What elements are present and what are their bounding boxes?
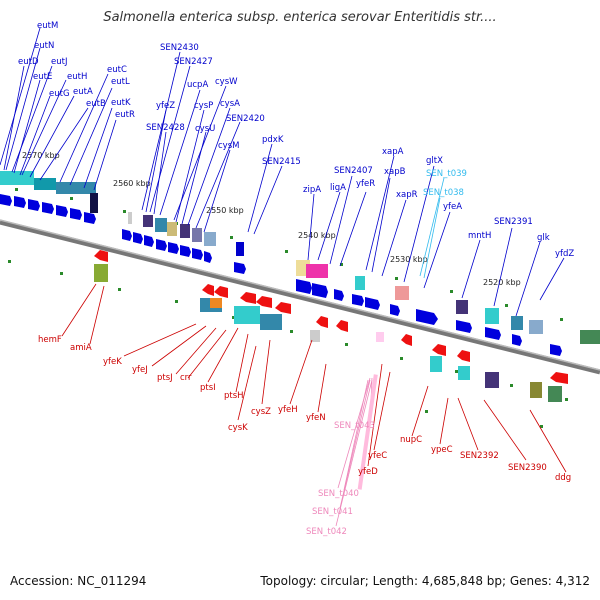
gene-label: yfeK: [103, 357, 122, 367]
reverse-gene-boxes: [94, 264, 562, 402]
gene-label: hemF: [38, 335, 62, 345]
gene-label: SEN_t043: [334, 421, 375, 431]
reverse-gene-labels: hemF amiA yfeK yfeJ ptsJ crr ptsI ptsH c…: [38, 335, 571, 483]
gene-label: SEN2391: [494, 217, 533, 227]
gene-label: SEN_t038: [423, 188, 464, 198]
gene-label: glk: [537, 233, 550, 243]
gene-label: ddg: [555, 473, 571, 483]
gene-label: ptsJ: [157, 373, 173, 383]
gene-label: cysK: [228, 423, 248, 433]
gene-label: SEN2390: [508, 463, 547, 473]
gene-label: eutR: [115, 110, 135, 120]
gene-label: SEN2415: [262, 157, 301, 167]
forward-leader-lines: [0, 27, 565, 317]
gene-label: ypeC: [431, 445, 453, 455]
gene-label: eutA: [73, 87, 93, 97]
gene-label: ucpA: [187, 80, 208, 90]
gene-label: SEN2420: [226, 114, 265, 124]
gene-label: SEN2428: [146, 123, 185, 133]
genome-backbone: [0, 219, 600, 375]
gene-label: xapR: [396, 190, 418, 200]
pink-feature-band: [357, 374, 378, 490]
gene-label: eutK: [111, 98, 131, 108]
gene-label: ptsI: [200, 383, 216, 393]
gene-label: yfeJ: [132, 365, 148, 375]
ruler-label: 2560 kbp: [113, 179, 151, 188]
ruler-label: 2540 kbp: [298, 231, 336, 240]
gene-label: eutL: [111, 77, 130, 87]
gene-label: cysA: [220, 99, 240, 109]
trna-leader-lines: [419, 177, 445, 279]
gene-label: eutB: [86, 99, 106, 109]
forward-gene-labels: eutM eutN eutD eutJ eutE eutH eutG eutA …: [18, 21, 574, 259]
gene-label: SEN_t040: [318, 489, 359, 499]
pink-gene-labels: SEN_t043 SEN_t040 SEN_t041 SEN_t042: [306, 421, 375, 537]
gene-label: eutG: [49, 89, 70, 99]
gene-label: cysU: [195, 124, 215, 134]
gene-label: gltX: [426, 156, 443, 166]
gene-label: eutC: [107, 65, 127, 75]
gene-label: yfeA: [443, 202, 462, 212]
reverse-leader-lines: [61, 283, 567, 473]
ruler-labels: 2570 kbp 2560 kbp 2550 kbp 2540 kbp 2530…: [22, 151, 521, 287]
ruler-label: 2550 kbp: [206, 206, 244, 215]
gene-label: xapB: [384, 167, 406, 177]
ruler-label: 2530 kbp: [390, 255, 428, 264]
forward-gene-boxes: [0, 171, 600, 344]
gene-label: SEN_t041: [312, 507, 353, 517]
gene-label: SEN2407: [334, 166, 373, 176]
gene-label: yfeC: [368, 451, 387, 461]
gene-label: SEN_t042: [306, 527, 347, 537]
gene-label: pdxK: [262, 135, 284, 145]
gene-label: crr: [180, 373, 192, 383]
gene-label: eutD: [18, 57, 39, 67]
genome-backbone-highlight: [0, 219, 600, 371]
gene-label: cysW: [215, 77, 238, 87]
reverse-strand-features: [94, 250, 568, 384]
gene-label: cysZ: [251, 407, 271, 417]
gene-label: eutE: [33, 72, 52, 82]
ruler-label: 2520 kbp: [483, 278, 521, 287]
gene-label: SEN2427: [174, 57, 213, 67]
gene-label: zipA: [303, 185, 321, 195]
gene-label: cysP: [194, 101, 213, 111]
gene-label: eutN: [34, 41, 54, 51]
gene-label: eutJ: [51, 57, 67, 67]
gene-label: amiA: [70, 343, 92, 353]
gene-label: eutH: [67, 72, 87, 82]
gene-label: yfeR: [356, 179, 375, 189]
gene-label: eutM: [37, 21, 58, 31]
gene-label: SEN2430: [160, 43, 199, 53]
gene-label: yfeH: [278, 405, 298, 415]
gene-label: nupC: [400, 435, 422, 445]
gene-label: yfeZ: [156, 101, 175, 111]
ruler-label: 2570 kbp: [22, 151, 60, 160]
gene-label: yfeD: [358, 467, 378, 477]
gene-label: SEN2392: [460, 451, 499, 461]
gene-label: yfdZ: [555, 249, 574, 259]
gene-label: yfeN: [306, 413, 326, 423]
gene-label: ligA: [330, 183, 346, 193]
accession-label: Accession: NC_011294: [10, 574, 147, 588]
genome-summary: Topology: circular; Length: 4,685,848 bp…: [260, 574, 590, 588]
gene-label: mntH: [468, 231, 491, 241]
gene-label: SEN_t039: [426, 169, 467, 179]
gene-label: xapA: [382, 147, 404, 157]
map-title: Salmonella enterica subsp. enterica sero…: [103, 10, 497, 25]
tick-track: [8, 188, 568, 428]
gene-label: cysM: [218, 141, 239, 151]
forward-strand-features: [0, 194, 562, 356]
gene-label: ptsH: [224, 391, 244, 401]
trna-gene-labels: SEN_t039 SEN_t038: [423, 169, 467, 198]
